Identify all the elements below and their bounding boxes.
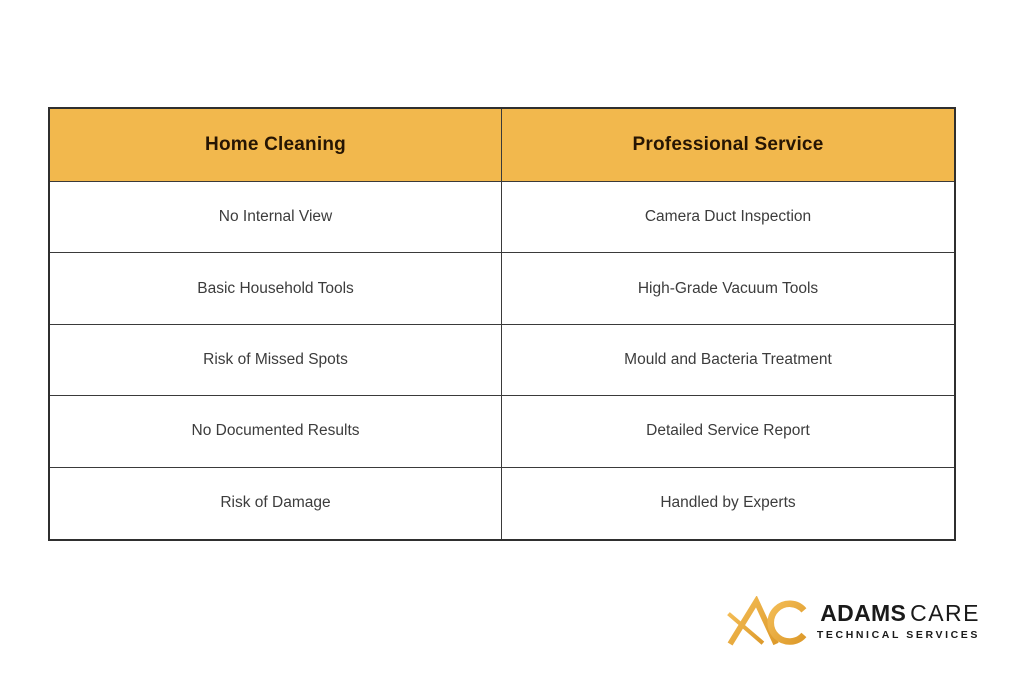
table-cell-home-cleaning-2: Basic Household Tools [50,253,502,325]
table-cell-professional-service-4: Detailed Service Report [502,396,954,468]
logo-name-primary: ADAMS [820,600,907,627]
table-cell-professional-service-2: High-Grade Vacuum Tools [502,253,954,325]
table-cell-professional-service-1: Camera Duct Inspection [502,182,954,254]
ac-monogram-icon [727,596,807,646]
table-cell-professional-service-3: Mould and Bacteria Treatment [502,325,954,397]
column-header-professional-service: Professional Service [502,109,954,182]
column-header-home-cleaning: Home Cleaning [50,109,502,182]
logo-name-secondary: CARE [910,600,980,627]
table-cell-home-cleaning-1: No Internal View [50,182,502,254]
table-cell-home-cleaning-3: Risk of Missed Spots [50,324,502,397]
table-cell-home-cleaning-5: Risk of Damage [50,467,502,539]
adams-care-logo: ADAMS CARE TECHNICAL SERVICES [726,596,980,646]
table-cell-home-cleaning-4: No Documented Results [50,396,502,468]
logo-text-block: ADAMS CARE TECHNICAL SERVICES [816,601,980,641]
logo-name: ADAMS CARE [820,601,980,626]
comparison-table: Home Cleaning Professional Service No In… [48,107,956,541]
logo-tagline: TECHNICAL SERVICES [816,628,980,641]
table-cell-professional-service-5: Handled by Experts [660,494,796,512]
